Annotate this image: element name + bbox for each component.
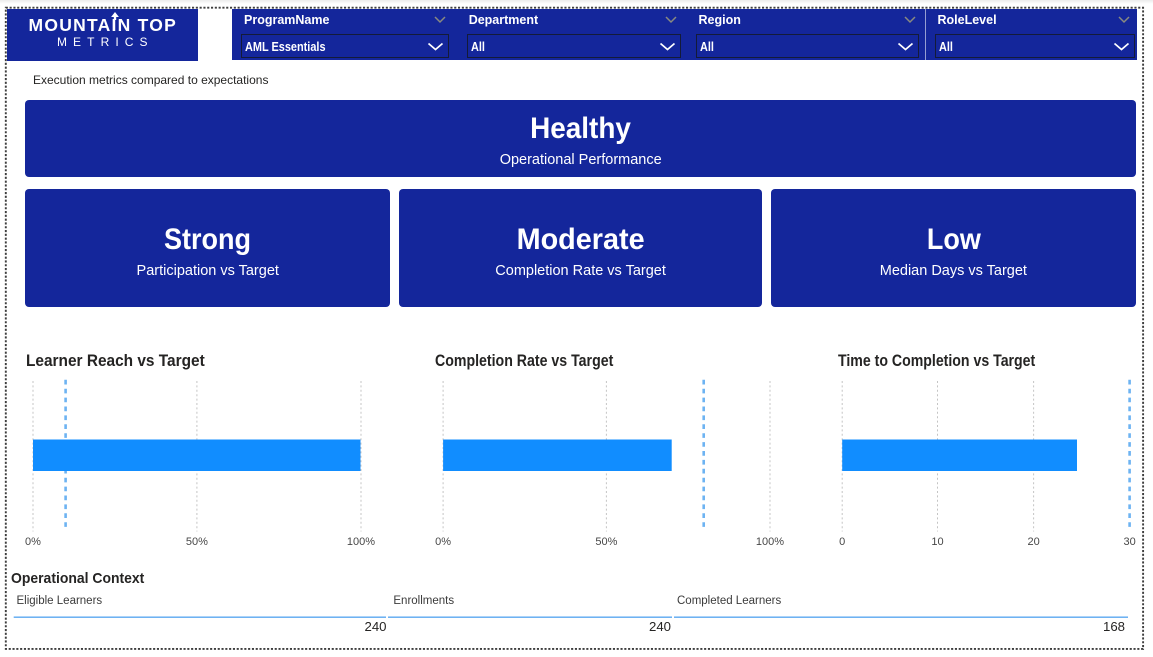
svg-text:100%: 100%: [756, 536, 784, 548]
svg-text:10: 10: [931, 536, 943, 548]
svg-text:50%: 50%: [595, 536, 617, 548]
svg-text:0%: 0%: [435, 536, 451, 548]
svg-text:0: 0: [839, 536, 845, 548]
svg-text:50%: 50%: [186, 536, 208, 548]
svg-text:100%: 100%: [347, 536, 375, 548]
svg-text:20: 20: [1027, 536, 1039, 548]
svg-text:0%: 0%: [25, 536, 41, 548]
svg-text:30: 30: [1123, 536, 1135, 548]
